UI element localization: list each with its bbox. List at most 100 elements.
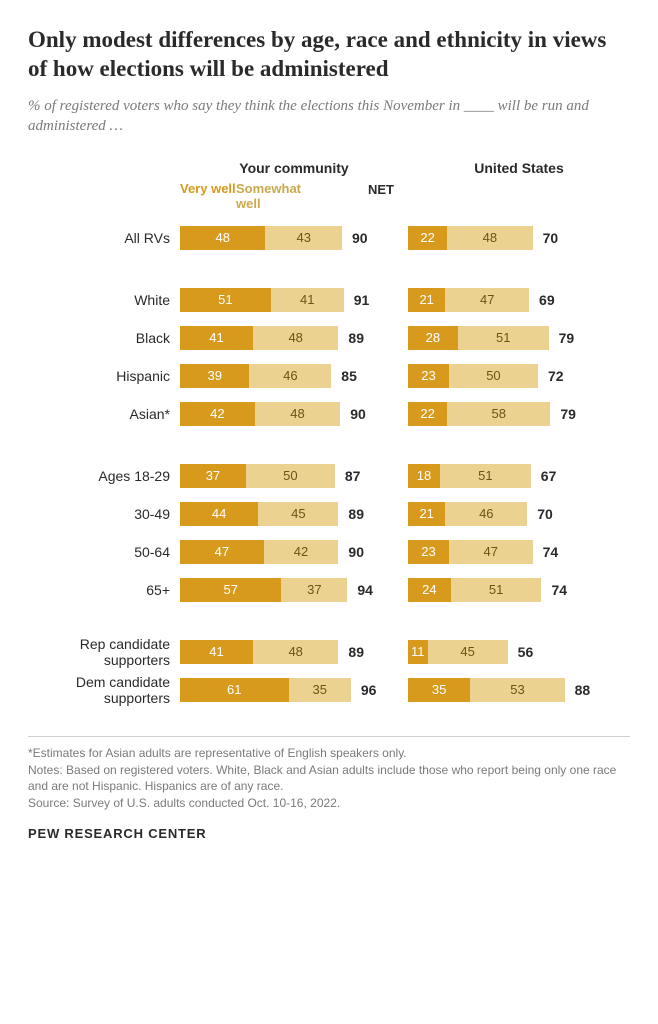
net-value: 90: [352, 230, 380, 246]
segment-very-well: 23: [408, 364, 449, 388]
row-label: 30-49: [28, 506, 180, 522]
bar-community: 4148 89: [180, 326, 408, 350]
row-label: White: [28, 292, 180, 308]
chart-subtitle: % of registered voters who say they thin…: [28, 96, 630, 137]
segment-very-well: 39: [180, 364, 249, 388]
col-header-community: Your community: [180, 160, 408, 176]
row-label: Ages 18-29: [28, 468, 180, 484]
note-methods: Notes: Based on registered voters. White…: [28, 762, 630, 794]
note-source: Source: Survey of U.S. adults conducted …: [28, 795, 630, 811]
segment-somewhat-well: 50: [246, 464, 335, 488]
segment-somewhat-well: 35: [289, 678, 351, 702]
segment-somewhat-well: 48: [447, 226, 532, 250]
bar-track: 2347: [408, 540, 533, 564]
segment-very-well: 41: [180, 326, 253, 350]
segment-very-well: 44: [180, 502, 258, 526]
bar-community: 4148 89: [180, 640, 408, 664]
data-row: White5141 91 2147 69: [28, 284, 630, 316]
bar-track: 2451: [408, 578, 541, 602]
net-value: 90: [348, 544, 376, 560]
bar-community: 4445 89: [180, 502, 408, 526]
bar-community: 3946 85: [180, 364, 408, 388]
data-row: 65+573794245174: [28, 574, 630, 606]
segment-somewhat-well: 45: [428, 640, 508, 664]
bar-us: 2350 72: [408, 364, 630, 388]
row-label: 65+: [28, 582, 180, 598]
segment-somewhat-well: 37: [281, 578, 347, 602]
segment-somewhat-well: 51: [440, 464, 531, 488]
data-row: Asian*424890225879: [28, 398, 630, 430]
chart-body: All RVs484390224870White514191214769Blac…: [28, 222, 630, 706]
bar-track: 1851: [408, 464, 531, 488]
col-header-us: United States: [408, 160, 630, 176]
bar-us: 2347 74: [408, 540, 630, 564]
net-value: 70: [543, 230, 571, 246]
segment-somewhat-well: 45: [258, 502, 338, 526]
bar-us: 2451 74: [408, 578, 630, 602]
net-value: 79: [560, 406, 588, 422]
net-value: 56: [518, 644, 546, 660]
legend-somewhat-well: Somewhat well: [236, 182, 308, 212]
bar-community: 613596: [180, 678, 408, 702]
net-value: 89: [348, 506, 376, 522]
row-group: Rep candidate supporters414889114556Dem …: [28, 636, 630, 706]
segment-somewhat-well: 48: [253, 326, 338, 350]
row-group: Ages 18-2937508718516730-494445892146705…: [28, 460, 630, 606]
legend-net: NET: [368, 182, 408, 212]
bar-track: 3750: [180, 464, 335, 488]
bar-track: 3946: [180, 364, 331, 388]
data-row: All RVs4843 90 2248 70: [28, 222, 630, 254]
net-value: 74: [543, 544, 571, 560]
data-row: Hispanic394685235072: [28, 360, 630, 392]
segment-very-well: 11: [408, 640, 428, 664]
net-value: 72: [548, 368, 576, 384]
bar-track: 2350: [408, 364, 538, 388]
net-value: 88: [575, 682, 603, 698]
segment-very-well: 21: [408, 288, 445, 312]
bar-track: 2248: [408, 226, 533, 250]
bar-community: 4742 90: [180, 540, 408, 564]
segment-very-well: 42: [180, 402, 255, 426]
segment-somewhat-well: 51: [458, 326, 549, 350]
row-label: All RVs: [28, 230, 180, 246]
brand-attribution: PEW RESEARCH CENTER: [28, 826, 630, 841]
bar-track: 4148: [180, 326, 338, 350]
bar-track: 4843: [180, 226, 342, 250]
bar-us: 214670: [408, 502, 630, 526]
net-value: 94: [357, 582, 385, 598]
row-label: Dem candidate supporters: [28, 674, 180, 706]
net-value: 96: [361, 682, 389, 698]
net-value: 85: [341, 368, 369, 384]
data-row: Dem candidate supporters613596355388: [28, 674, 630, 706]
segment-very-well: 28: [408, 326, 458, 350]
row-label: 50-64: [28, 544, 180, 560]
net-value: 89: [348, 330, 376, 346]
net-value: 74: [551, 582, 579, 598]
segment-very-well: 23: [408, 540, 449, 564]
net-value: 69: [539, 292, 567, 308]
chart-notes: *Estimates for Asian adults are represen…: [28, 745, 630, 812]
bar-track: 4742: [180, 540, 338, 564]
data-row: 30-494445 89 214670: [28, 498, 630, 530]
segment-somewhat-well: 42: [264, 540, 339, 564]
legend-very-well: Very well: [180, 182, 236, 212]
data-row: Rep candidate supporters414889114556: [28, 636, 630, 668]
chart-title: Only modest differences by age, race and…: [28, 26, 630, 84]
data-row: 50-644742 90 2347 74: [28, 536, 630, 568]
bar-track: 4248: [180, 402, 340, 426]
net-value: 87: [345, 468, 373, 484]
segment-somewhat-well: 47: [445, 288, 529, 312]
bar-track: 2851: [408, 326, 549, 350]
segment-somewhat-well: 46: [445, 502, 527, 526]
net-value: 89: [348, 644, 376, 660]
bar-track: 3553: [408, 678, 565, 702]
bar-community: 4843 90: [180, 226, 408, 250]
segment-very-well: 24: [408, 578, 451, 602]
row-group: All RVs4843 90 2248 70: [28, 222, 630, 254]
bar-track: 5141: [180, 288, 344, 312]
segment-very-well: 51: [180, 288, 271, 312]
net-value: 91: [354, 292, 382, 308]
segment-somewhat-well: 41: [271, 288, 344, 312]
net-value: 79: [559, 330, 587, 346]
bar-track: 4148: [180, 640, 338, 664]
